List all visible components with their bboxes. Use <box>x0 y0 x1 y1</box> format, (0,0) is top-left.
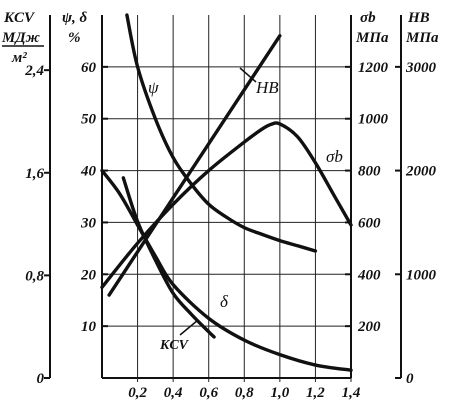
kcv-tick-label: 1,6 <box>25 166 44 182</box>
label-sigma: σb <box>326 147 343 166</box>
x-tick-label: 1,0 <box>270 385 289 401</box>
kcv-header-3: м² <box>11 50 27 66</box>
curve-delta <box>100 168 353 372</box>
psi-tick-label: 50 <box>81 112 97 128</box>
x-tick-label: 0,4 <box>164 385 183 401</box>
sigma-tick-label: 800 <box>358 164 381 180</box>
label-kcv-leader <box>179 319 199 336</box>
psi-tick-label: 10 <box>81 319 97 335</box>
kcv-header-1: KCV <box>3 10 36 26</box>
curve-sigma <box>100 121 353 289</box>
x-tick-label: 0,6 <box>199 385 218 401</box>
tick-labels: 0,2 0,4 0,6 0,8 1,0 1,2 1,4 0 0,8 1,6 2,4 10 20 30 40 5… <box>24 60 436 401</box>
hb-tick-label: 3000 <box>405 60 437 76</box>
x-tick-label: 0,2 <box>128 385 147 401</box>
x-tick-label: 0,8 <box>235 385 254 401</box>
grid <box>102 15 352 378</box>
curve-kcv <box>121 176 216 339</box>
curve-hb <box>107 34 282 297</box>
kcv-tick-label: 0,8 <box>25 268 44 284</box>
axes <box>49 15 402 379</box>
kcv-header-2: МДж <box>1 30 40 46</box>
hb-header-2: МПа <box>405 30 439 46</box>
hb-tick-label: 2000 <box>405 164 437 180</box>
psi-tick-label: 60 <box>81 60 97 76</box>
hb-header-1: HB <box>407 10 430 26</box>
label-hb-leader <box>239 67 257 83</box>
sigma-tick-label: 1200 <box>358 60 389 76</box>
x-tick-label: 1,4 <box>342 385 361 401</box>
hb-tick-label: 1000 <box>406 267 437 283</box>
psi-tick-label: 20 <box>80 267 97 283</box>
sigma-tick-label: 600 <box>358 215 381 231</box>
sigma-tick-label: 1000 <box>358 112 389 128</box>
kcv-tick-label: 2,4 <box>24 63 44 79</box>
kcv-tick-label: 0 <box>37 371 45 387</box>
sigma-header-2: МПа <box>355 30 389 46</box>
x-tick-label: 1,2 <box>306 385 325 401</box>
hb-tick-label: 0 <box>406 371 414 387</box>
axis-headers: KCV МДж м² ψ, δ % σb МПа HB МПа <box>1 10 439 66</box>
label-kcv: KCV <box>159 338 190 353</box>
curve-psi <box>125 13 318 253</box>
sigma-tick-label: 200 <box>357 319 381 335</box>
sigma-header-1: σb <box>360 10 376 26</box>
psi-header-2: % <box>68 30 81 46</box>
curves <box>100 13 353 372</box>
label-delta: δ <box>220 292 229 311</box>
curve-labels: ψ HB σb δ KCV <box>148 67 343 353</box>
psi-tick-label: 40 <box>80 164 97 180</box>
label-psi: ψ <box>148 78 159 97</box>
psi-tick-label: 30 <box>80 215 97 231</box>
psi-header-1: ψ, δ <box>62 10 88 26</box>
sigma-tick-label: 400 <box>357 267 381 283</box>
label-hb: HB <box>255 78 279 97</box>
